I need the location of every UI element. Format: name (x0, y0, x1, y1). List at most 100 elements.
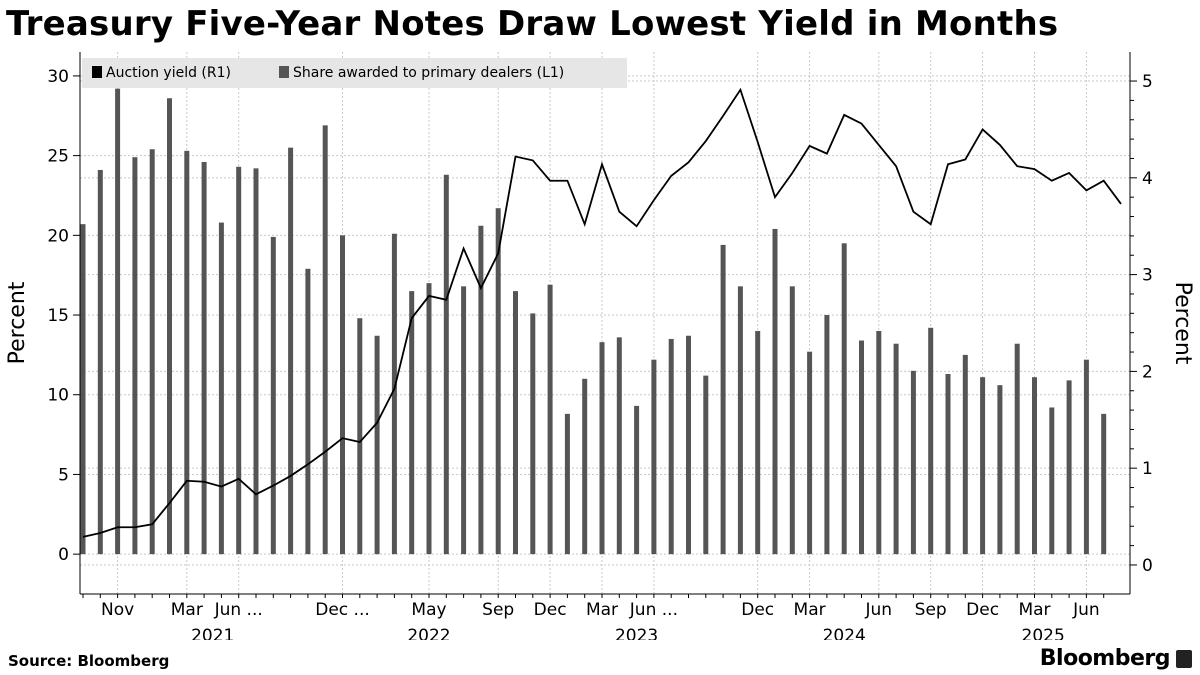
bar (980, 377, 986, 555)
bar (322, 125, 328, 555)
left-tick-label: 20 (47, 226, 69, 246)
left-tick-label: 0 (58, 545, 69, 565)
bar (634, 405, 640, 555)
bar (1066, 380, 1072, 555)
bar (357, 318, 363, 555)
x-month-label: Sep (915, 600, 947, 620)
bar (668, 338, 674, 555)
bar (824, 315, 830, 555)
axes (79, 52, 1131, 594)
bar (616, 337, 622, 555)
bloomberg-logo: Bloomberg (1039, 646, 1171, 671)
legend-label-yield: Auction yield (R1) (106, 65, 231, 81)
bar (409, 291, 415, 555)
source-note: Source: Bloomberg (8, 652, 170, 670)
x-month-label: Mar (1018, 600, 1050, 620)
x-year-label: 2023 (615, 626, 658, 640)
x-year-label: 2025 (1022, 626, 1065, 640)
bar (461, 286, 467, 555)
left-tick-label: 25 (47, 147, 69, 167)
x-month-label: Jun ... (214, 600, 263, 620)
bar (599, 342, 605, 555)
bar (945, 374, 951, 555)
right-tick-label: 5 (1142, 72, 1153, 92)
legend-label-share: Share awarded to primary dealers (L1) (293, 65, 564, 81)
bar (97, 169, 103, 555)
bar (928, 327, 934, 555)
bar (236, 166, 242, 555)
x-axis-month-labels: Nov Mar Jun ... Dec ... May Sep Dec Mar Jun ... D… (101, 600, 1100, 620)
bar (789, 286, 795, 555)
bar (737, 286, 743, 555)
bar (1083, 359, 1089, 555)
x-month-label: Dec (741, 600, 774, 620)
bar (391, 233, 397, 555)
chart-title: Treasury Five-Year Notes Draw Lowest Yie… (6, 4, 1059, 44)
x-month-label: Nov (101, 600, 134, 620)
x-month-label: Sep (482, 600, 514, 620)
right-tick-label: 0 (1142, 556, 1153, 576)
bar (564, 413, 570, 555)
right-tick-label: 2 (1142, 362, 1153, 382)
x-year-label: 2024 (823, 626, 866, 640)
x-month-label: Mar (171, 600, 203, 620)
bar (997, 385, 1003, 555)
bar (910, 370, 916, 555)
bar-series (80, 88, 1107, 555)
bar (513, 291, 518, 555)
x-month-label: Mar (794, 600, 826, 620)
x-month-label: Jun ... (629, 600, 678, 620)
bar (530, 313, 536, 555)
right-tick-label: 1 (1142, 459, 1153, 479)
left-axis-ticks: 0 5 10 15 20 25 30 (47, 67, 80, 565)
right-axis-ticks: 0 1 2 3 4 5 (1130, 72, 1153, 576)
bar (495, 208, 501, 555)
x-year-label: 2021 (191, 626, 234, 640)
x-axis-ticks (80, 593, 1130, 598)
bar (184, 150, 190, 555)
legend: Auction yield (R1) Share awarded to prim… (82, 58, 627, 88)
bar (841, 243, 847, 555)
bar (720, 244, 726, 555)
bar (218, 222, 224, 555)
bar (859, 340, 864, 555)
bloomberg-mark-icon (1176, 650, 1192, 668)
bar (547, 284, 553, 555)
bar (807, 351, 813, 555)
bar (772, 228, 778, 555)
bar (167, 98, 172, 555)
bar (288, 147, 294, 555)
right-tick-label: 3 (1142, 266, 1153, 286)
bar (1032, 377, 1037, 555)
left-tick-label: 10 (47, 386, 69, 406)
left-tick-label: 15 (47, 306, 69, 326)
x-month-label: May (411, 600, 446, 620)
bar (478, 225, 484, 555)
right-tick-label: 4 (1142, 169, 1153, 189)
auction-yield-line (82, 87, 1122, 538)
bar (115, 88, 121, 555)
x-year-label: 2022 (407, 626, 450, 640)
bar (149, 149, 155, 555)
bar (582, 378, 588, 555)
bar (686, 335, 691, 555)
x-month-label: Dec (534, 600, 567, 620)
bar (201, 161, 207, 555)
left-tick-label: 5 (58, 465, 69, 485)
legend-swatch-yield (92, 66, 102, 78)
bar (703, 375, 709, 555)
bar (1049, 407, 1055, 555)
bar (755, 330, 761, 555)
bar (1101, 413, 1107, 555)
x-month-label: Mar (586, 600, 618, 620)
bar (893, 343, 899, 555)
right-axis-title: Percent (1170, 282, 1195, 365)
legend-swatch-share (279, 66, 289, 78)
bar (305, 268, 311, 555)
bar (1014, 343, 1020, 555)
left-tick-label: 30 (47, 67, 69, 87)
x-month-label: Jun (865, 600, 893, 620)
bar (253, 168, 259, 555)
bar (443, 174, 449, 555)
